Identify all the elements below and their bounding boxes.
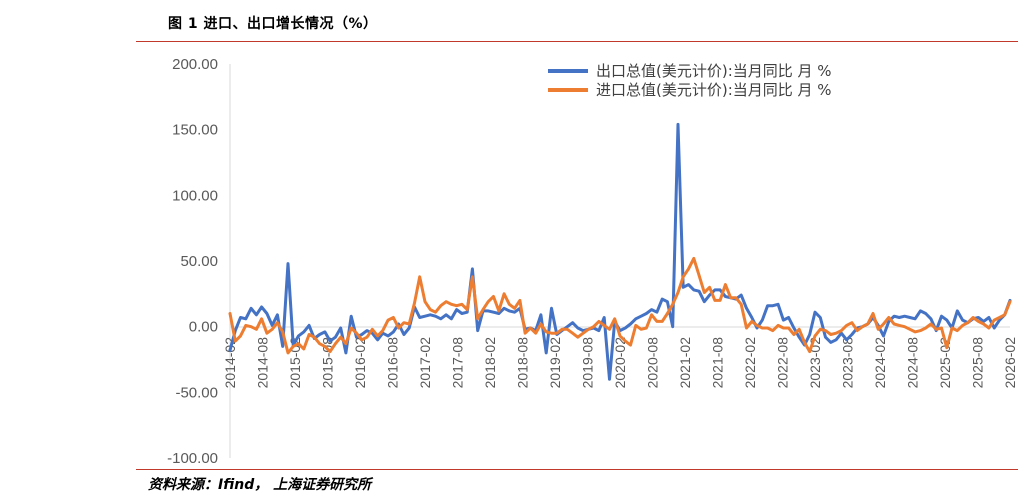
x-tick-label: 2014-08	[255, 337, 271, 389]
x-tick-label: 2022-08	[775, 337, 791, 389]
legend: 出口总值(美元计价):当月同比 月 %进口总值(美元计价):当月同比 月 %	[548, 62, 832, 99]
y-tick-label: 100.00	[172, 187, 218, 204]
x-tick-label: 2024-02	[872, 337, 888, 389]
x-axis-ticks: 2014-02 2014-08 2015-02 2015-08 2016-02 2016-…	[222, 337, 1018, 389]
x-tick-label: 2023-08	[840, 337, 856, 389]
chart-title: 图 1 进口、出口增长情况（%）	[168, 16, 378, 32]
y-tick-label: 0.00	[189, 319, 218, 336]
x-tick-label: 2019-08	[580, 337, 596, 389]
x-tick-label: 2020-08	[645, 337, 661, 389]
legend-label-import: 进口总值(美元计价):当月同比 月 %	[596, 81, 832, 99]
y-axis-ticks: 200.00 150.00 100.00 50.00 0.00 -50.00 -100.00	[167, 56, 218, 467]
x-tick-label: 2014-02	[222, 337, 238, 389]
y-tick-label: 150.00	[172, 122, 218, 139]
source-note: 资料来源：Ifind， 上海证券研究所	[148, 477, 372, 493]
series-lines	[228, 122, 1012, 381]
x-tick-label: 2022-02	[742, 337, 758, 389]
x-tick-label: 2016-02	[352, 337, 368, 389]
y-tick-label: -50.00	[175, 384, 218, 401]
x-tick-label: 2018-08	[515, 337, 531, 389]
x-tick-label: 2018-02	[482, 337, 498, 389]
x-tick-label: 2016-08	[385, 337, 401, 389]
bottom-divider	[136, 469, 1018, 470]
x-tick-label: 2021-08	[710, 337, 726, 389]
x-tick-label: 2024-08	[905, 337, 921, 389]
x-tick-label: 2020-02	[612, 337, 628, 389]
x-tick-label: 2025-02	[937, 337, 953, 389]
x-tick-label: 2017-02	[417, 337, 433, 389]
y-tick-label: -100.00	[167, 450, 218, 467]
legend-label-export: 出口总值(美元计价):当月同比 月 %	[596, 62, 832, 80]
top-divider	[136, 41, 1018, 42]
x-tick-label: 2025-08	[970, 337, 986, 389]
x-tick-label: 2026-02	[1002, 337, 1018, 389]
line-chart: 200.00 150.00 100.00 50.00 0.00 -50.00 -100.00…	[167, 56, 1018, 467]
x-tick-label: 2023-02	[807, 337, 823, 389]
x-tick-label: 2019-02	[547, 337, 563, 389]
x-tick-label: 2021-02	[677, 337, 693, 389]
y-tick-label: 50.00	[180, 253, 218, 270]
x-tick-label: 2017-08	[450, 337, 466, 389]
y-tick-label: 200.00	[172, 56, 218, 73]
series-line-import	[228, 256, 1012, 355]
